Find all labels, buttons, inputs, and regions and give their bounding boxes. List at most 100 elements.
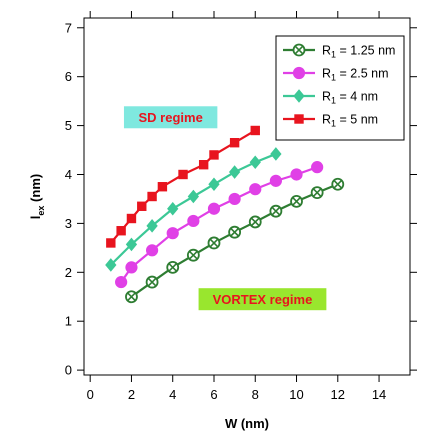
legend-marker bbox=[292, 43, 306, 57]
marker-cross-b bbox=[333, 179, 343, 189]
legend-label-rest: = 5 nm bbox=[336, 113, 378, 127]
y-tick-label: 4 bbox=[65, 167, 72, 182]
data-point bbox=[145, 244, 159, 257]
y-axis-label-main: l bbox=[28, 216, 43, 220]
annotation-layer: SD regime VORTEX regime bbox=[123, 106, 327, 311]
annotation-text: SD regime bbox=[139, 110, 203, 125]
axis-ticks bbox=[77, 11, 417, 382]
data-point bbox=[167, 201, 179, 216]
legend-label-rest: = 2.5 nm bbox=[336, 67, 388, 81]
annotation-box bbox=[198, 288, 327, 311]
plot-frame bbox=[83, 17, 411, 376]
data-point bbox=[145, 275, 159, 289]
data-point bbox=[228, 225, 242, 239]
legend-label-main: R bbox=[322, 113, 331, 127]
data-point bbox=[290, 194, 303, 208]
x-tick-label: 12 bbox=[331, 387, 345, 402]
data-point bbox=[310, 186, 324, 199]
legend-entry-2: R1 = 2.5 nm bbox=[283, 67, 389, 83]
series-3 bbox=[105, 147, 282, 272]
x-tick-label: 4 bbox=[169, 387, 176, 402]
legend-label-rest: = 4 nm bbox=[336, 90, 378, 104]
legend-label: R1 = 4 nm bbox=[322, 90, 378, 106]
y-tick-label: 5 bbox=[65, 118, 72, 133]
marker-cross-b bbox=[168, 263, 178, 272]
y-tick-label: 3 bbox=[65, 216, 72, 231]
legend-entry-3: R1 = 4 nm bbox=[283, 89, 378, 106]
marker-cross-b bbox=[188, 250, 198, 260]
data-point bbox=[269, 174, 282, 187]
legend-marker bbox=[292, 66, 306, 80]
data-point bbox=[106, 238, 116, 248]
data-point bbox=[228, 192, 241, 206]
data-point bbox=[250, 125, 260, 136]
data-point bbox=[125, 290, 138, 304]
data-point bbox=[186, 248, 200, 262]
data-point bbox=[209, 150, 219, 160]
data-point bbox=[187, 189, 200, 204]
legend-marker bbox=[293, 89, 305, 103]
marker-cross-b bbox=[147, 277, 157, 287]
data-point bbox=[125, 237, 138, 252]
data-point bbox=[157, 182, 168, 192]
marker-cross-b bbox=[292, 197, 301, 206]
annotation-2: VORTEX regime bbox=[198, 288, 327, 311]
data-point bbox=[126, 213, 137, 224]
x-tick-label: 6 bbox=[210, 387, 217, 402]
x-tick-label: 2 bbox=[128, 387, 135, 402]
marker-cross-b bbox=[312, 188, 322, 197]
data-point bbox=[166, 227, 179, 240]
x-tick-label: 10 bbox=[289, 387, 303, 402]
data-point bbox=[249, 155, 261, 170]
y-axis-label-unit: (nm) bbox=[28, 174, 43, 206]
data-point bbox=[187, 214, 200, 228]
data-point bbox=[207, 202, 221, 215]
data-point bbox=[290, 168, 303, 181]
data-point bbox=[207, 236, 221, 250]
data-point bbox=[208, 177, 220, 192]
legend-label-subscript: 1 bbox=[331, 50, 336, 60]
y-tick-label: 2 bbox=[65, 265, 72, 280]
annotation-text: VORTEX regime bbox=[213, 292, 313, 307]
data-point bbox=[116, 226, 126, 236]
annotation-box bbox=[123, 106, 218, 129]
data-point bbox=[137, 201, 147, 211]
marker-cross-b bbox=[209, 238, 219, 248]
x-tick-label: 8 bbox=[252, 387, 259, 402]
legend-label-main: R bbox=[322, 90, 331, 104]
marker-cross-b bbox=[294, 45, 304, 55]
marker-cross-b bbox=[271, 206, 281, 216]
series-1 bbox=[125, 177, 345, 304]
data-point bbox=[311, 161, 324, 174]
legend-label: R1 = 2.5 nm bbox=[322, 67, 389, 83]
legend-label-main: R bbox=[322, 44, 331, 58]
x-axis-label: W (nm) bbox=[225, 416, 269, 431]
data-point bbox=[166, 261, 180, 274]
data-point bbox=[146, 219, 158, 233]
x-tick-label: 14 bbox=[372, 387, 386, 402]
legend-label: R1 = 5 nm bbox=[322, 113, 378, 129]
legend-entry-4: R1 = 5 nm bbox=[283, 113, 378, 129]
annotation-1: SD regime bbox=[123, 106, 218, 129]
data-point bbox=[228, 165, 241, 179]
legend-label-rest: = 1.25 nm bbox=[336, 44, 395, 58]
data-point bbox=[248, 215, 262, 229]
series-2 bbox=[115, 161, 324, 289]
y-tick-label: 0 bbox=[65, 363, 72, 378]
series-4 bbox=[106, 125, 260, 248]
y-tick-label: 6 bbox=[65, 69, 72, 84]
data-point bbox=[178, 169, 188, 180]
data-point bbox=[269, 204, 283, 218]
y-tick-label: 1 bbox=[65, 314, 72, 329]
data-point bbox=[115, 275, 128, 289]
data-point bbox=[198, 160, 209, 170]
marker-cross-b bbox=[230, 227, 239, 237]
y-tick-label: 7 bbox=[65, 20, 72, 35]
y-axis-label-subscript: ex bbox=[36, 206, 46, 216]
legend-entry-1: R1 = 1.25 nm bbox=[283, 44, 395, 60]
series-layer bbox=[105, 125, 345, 304]
data-point bbox=[147, 191, 157, 202]
legend-label-main: R bbox=[322, 67, 331, 81]
